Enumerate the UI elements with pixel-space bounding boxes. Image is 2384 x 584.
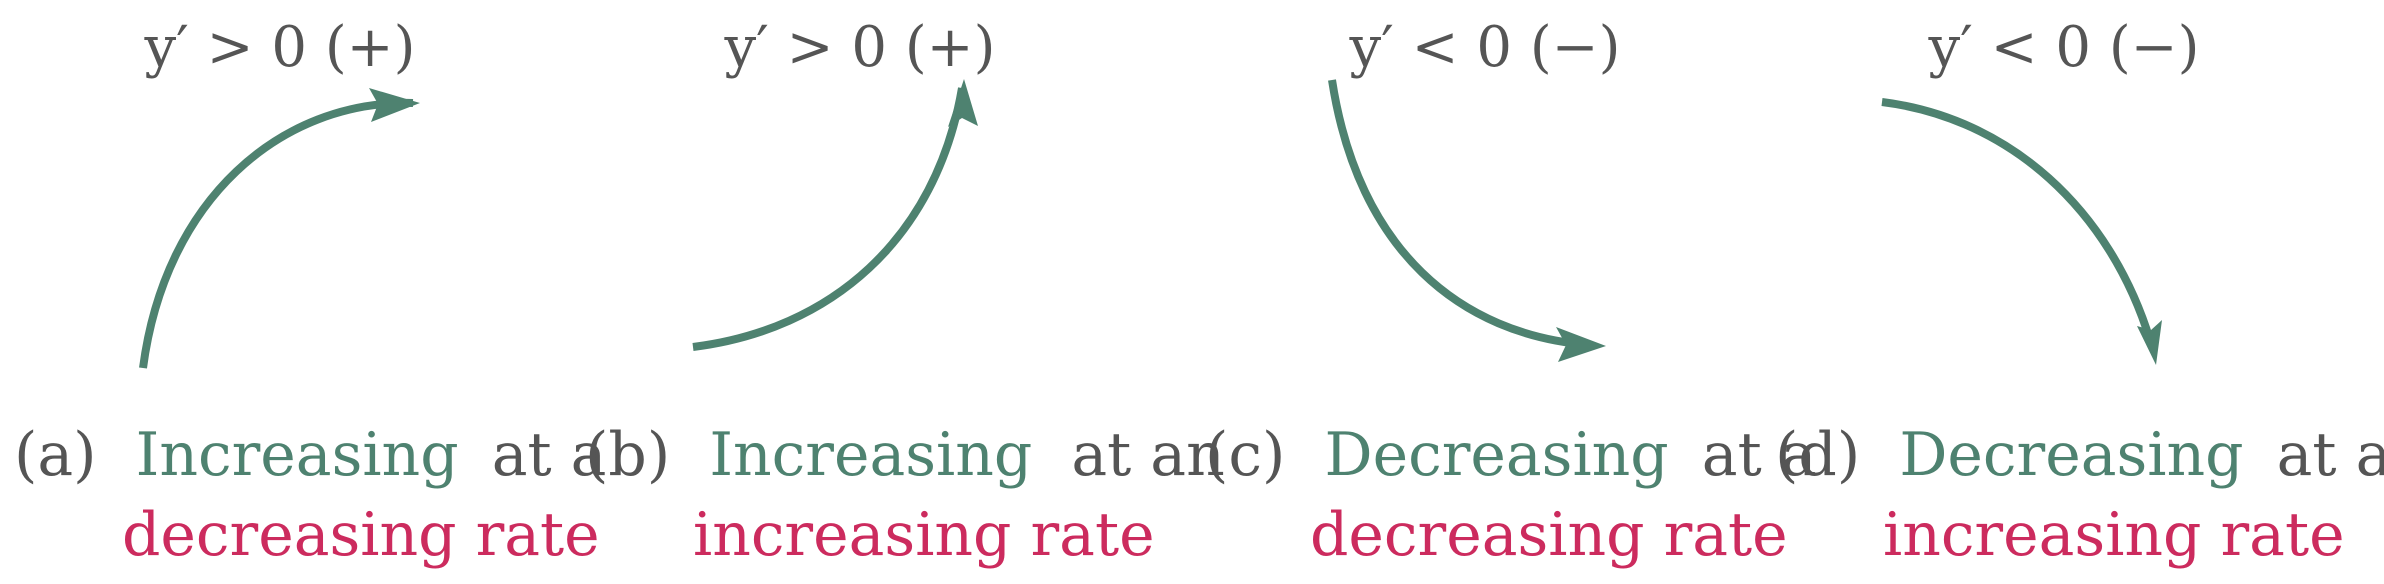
caption-d-word2: at an [2277,420,2384,490]
derivative-label-b: y′ > 0 (+) [724,15,996,80]
derivative-label-c: y′ < 0 (−) [1349,15,1621,80]
caption-b-word2: at an [1071,420,1224,490]
caption-c-line2: decreasing rate [1310,500,1788,570]
panel-d: y′ < 0 (−) (d) Decreasing at an increasi… [1775,15,2384,570]
caption-a-word1: Increasing [136,420,459,490]
arrowhead-a [369,88,420,122]
caption-d-line1: (d) Decreasing at an [1775,420,2384,490]
derivative-label-d: y′ < 0 (−) [1928,15,2200,80]
caption-d-word1: Decreasing [1899,420,2243,490]
caption-b-line2: increasing rate [693,500,1155,570]
curve-arrow-d [1881,98,2154,342]
caption-c-line1: (c) Decreasing at a [1205,420,1817,490]
caption-a-line2: decreasing rate [122,500,600,570]
caption-d-line2: increasing rate [1883,500,2345,570]
panel-tag-c: (c) [1205,420,1285,490]
curve-arrow-b [692,87,966,351]
caption-a-word2: at a [492,420,607,490]
arrowhead-c [1556,327,1606,362]
caption-b-word1: Increasing [709,420,1032,490]
caption-b-line1: (b) Increasing at an [585,420,1225,490]
derivative-label-a: y′ > 0 (+) [144,15,416,80]
panel-b: y′ > 0 (+) (b) Increasing at an increasi… [585,15,1225,570]
panel-tag-a: (a) [14,420,97,490]
caption-c-word1: Decreasing [1325,420,1669,490]
arrowhead-b [948,79,978,127]
curve-arrow-a [139,98,414,369]
panel-tag-b: (b) [585,420,670,490]
panel-tag-d: (d) [1775,420,1860,490]
curve-arrow-c [1328,79,1591,349]
panel-a: y′ > 0 (+) (a) Increasing at a decreasin… [14,15,606,570]
caption-a-line1: (a) Increasing at a [14,420,606,490]
arrowhead-d [2137,320,2162,365]
caption-c-word2: at a [1702,420,1817,490]
panel-c: y′ < 0 (−) (c) Decreasing at a decreasin… [1205,15,1817,570]
